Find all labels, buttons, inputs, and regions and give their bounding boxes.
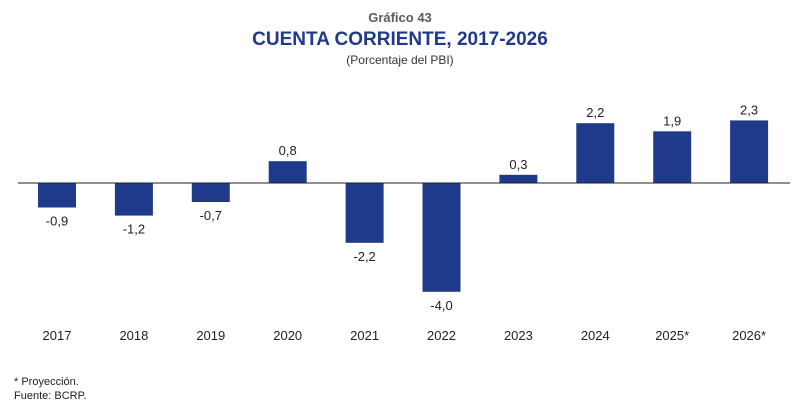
bar-2019 bbox=[191, 183, 230, 202]
bar-2017 bbox=[38, 183, 76, 208]
chart-title: CUENTA CORRIENTE, 2017-2026 bbox=[252, 29, 548, 50]
value-label: -0,9 bbox=[46, 214, 68, 229]
value-label: 0,3 bbox=[509, 157, 527, 172]
x-tick-label: 2018 bbox=[119, 328, 148, 343]
bar-2023 bbox=[499, 174, 538, 183]
chart-footer: * Proyección. Fuente: BCRP. bbox=[14, 375, 87, 403]
bar-2021 bbox=[345, 183, 384, 243]
source-note: Fuente: BCRP. bbox=[14, 390, 87, 402]
value-label: 1,9 bbox=[663, 113, 681, 128]
bar-2026-proj bbox=[730, 120, 769, 183]
x-tick-label: 2024 bbox=[581, 328, 610, 343]
value-label: -4,0 bbox=[430, 298, 452, 313]
x-tick-label: 2017 bbox=[43, 328, 72, 343]
x-tick-label: 2021 bbox=[350, 328, 379, 343]
x-tick-label: 2025* bbox=[655, 328, 689, 343]
bar-2022 bbox=[422, 183, 461, 292]
x-tick-label: 2020 bbox=[273, 328, 302, 343]
value-label: 0,8 bbox=[279, 143, 297, 158]
value-label: -0,7 bbox=[200, 208, 222, 223]
x-tick-label: 2022 bbox=[427, 328, 456, 343]
chart-kicker: Gráfico 43 bbox=[368, 10, 432, 25]
x-tick-label: 2023 bbox=[504, 328, 533, 343]
value-label: -1,2 bbox=[123, 222, 145, 237]
value-label: 2,3 bbox=[740, 102, 758, 117]
chart-header: Gráfico 43 CUENTA CORRIENTE, 2017-2026 (… bbox=[0, 10, 800, 67]
projection-note: * Proyección. bbox=[14, 376, 79, 388]
bar-2024 bbox=[576, 123, 615, 183]
chart-subtitle: (Porcentaje del PBI) bbox=[346, 53, 454, 67]
x-tick-label: 2019 bbox=[196, 328, 225, 343]
bar-2025-proj bbox=[653, 131, 692, 183]
x-tick-label: 2026* bbox=[732, 328, 766, 343]
value-label: -2,2 bbox=[353, 249, 375, 264]
bar-2020 bbox=[268, 161, 307, 183]
bar-2018 bbox=[114, 183, 153, 216]
value-label: 2,2 bbox=[586, 105, 604, 120]
